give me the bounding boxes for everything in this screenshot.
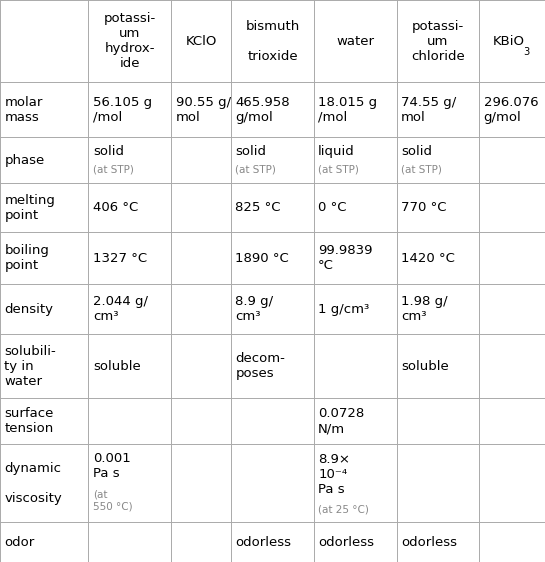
Text: (at
550 °C): (at 550 °C) — [93, 490, 132, 511]
Text: potassi-
um
chloride: potassi- um chloride — [411, 20, 465, 63]
Text: solubili-
ty in
water: solubili- ty in water — [4, 345, 56, 388]
Text: 296.076
g/mol: 296.076 g/mol — [484, 96, 538, 124]
Text: 8.9 g/
cm³: 8.9 g/ cm³ — [235, 295, 274, 323]
Text: 1327 °C: 1327 °C — [93, 252, 147, 265]
Text: odor: odor — [4, 536, 35, 549]
Text: 8.9×
10⁻⁴
Pa s: 8.9× 10⁻⁴ Pa s — [318, 453, 350, 496]
Text: 770 °C: 770 °C — [401, 201, 446, 214]
Text: solid: solid — [93, 144, 124, 158]
Text: 18.015 g
/mol: 18.015 g /mol — [318, 96, 377, 124]
Text: decom-
poses: decom- poses — [235, 352, 286, 380]
Text: 99.9839
°C: 99.9839 °C — [318, 244, 373, 272]
Text: (at STP): (at STP) — [318, 165, 359, 175]
Text: soluble: soluble — [93, 360, 141, 373]
Text: density: density — [4, 302, 53, 316]
Text: 1 g/cm³: 1 g/cm³ — [318, 302, 370, 316]
Text: boiling
point: boiling point — [4, 244, 49, 272]
Text: odorless: odorless — [235, 536, 292, 549]
Text: solid: solid — [401, 144, 432, 158]
Text: KBiO: KBiO — [493, 35, 525, 48]
Text: bismuth

trioxide: bismuth trioxide — [245, 20, 300, 63]
Text: 1890 °C: 1890 °C — [235, 252, 289, 265]
Text: odorless: odorless — [318, 536, 374, 549]
Text: 406 °C: 406 °C — [93, 201, 138, 214]
Text: (at STP): (at STP) — [401, 165, 442, 175]
Text: molar
mass: molar mass — [4, 96, 43, 124]
Text: water: water — [336, 35, 374, 48]
Text: 0.0728
N/m: 0.0728 N/m — [318, 407, 365, 435]
Text: 1420 °C: 1420 °C — [401, 252, 455, 265]
Text: 56.105 g
/mol: 56.105 g /mol — [93, 96, 152, 124]
Text: soluble: soluble — [401, 360, 449, 373]
Text: 465.958
g/mol: 465.958 g/mol — [235, 96, 290, 124]
Text: 90.55 g/
mol: 90.55 g/ mol — [175, 96, 231, 124]
Text: odorless: odorless — [401, 536, 457, 549]
Text: (at 25 °C): (at 25 °C) — [318, 504, 369, 514]
Text: 0 °C: 0 °C — [318, 201, 347, 214]
Text: (at STP): (at STP) — [93, 165, 134, 175]
Text: 2.044 g/
cm³: 2.044 g/ cm³ — [93, 295, 148, 323]
Text: solid: solid — [235, 144, 267, 158]
Text: melting
point: melting point — [4, 194, 55, 221]
Text: 825 °C: 825 °C — [235, 201, 281, 214]
Text: 3: 3 — [523, 47, 529, 57]
Text: surface
tension: surface tension — [4, 407, 54, 435]
Text: KClO: KClO — [185, 35, 217, 48]
Text: 0.001
Pa s: 0.001 Pa s — [93, 452, 131, 480]
Text: 1.98 g/
cm³: 1.98 g/ cm³ — [401, 295, 447, 323]
Text: potassi-
um
hydrox-
ide: potassi- um hydrox- ide — [104, 12, 156, 70]
Text: (at STP): (at STP) — [235, 165, 276, 175]
Text: 74.55 g/
mol: 74.55 g/ mol — [401, 96, 456, 124]
Text: liquid: liquid — [318, 144, 355, 158]
Text: phase: phase — [4, 154, 45, 167]
Text: dynamic

viscosity: dynamic viscosity — [4, 462, 62, 505]
